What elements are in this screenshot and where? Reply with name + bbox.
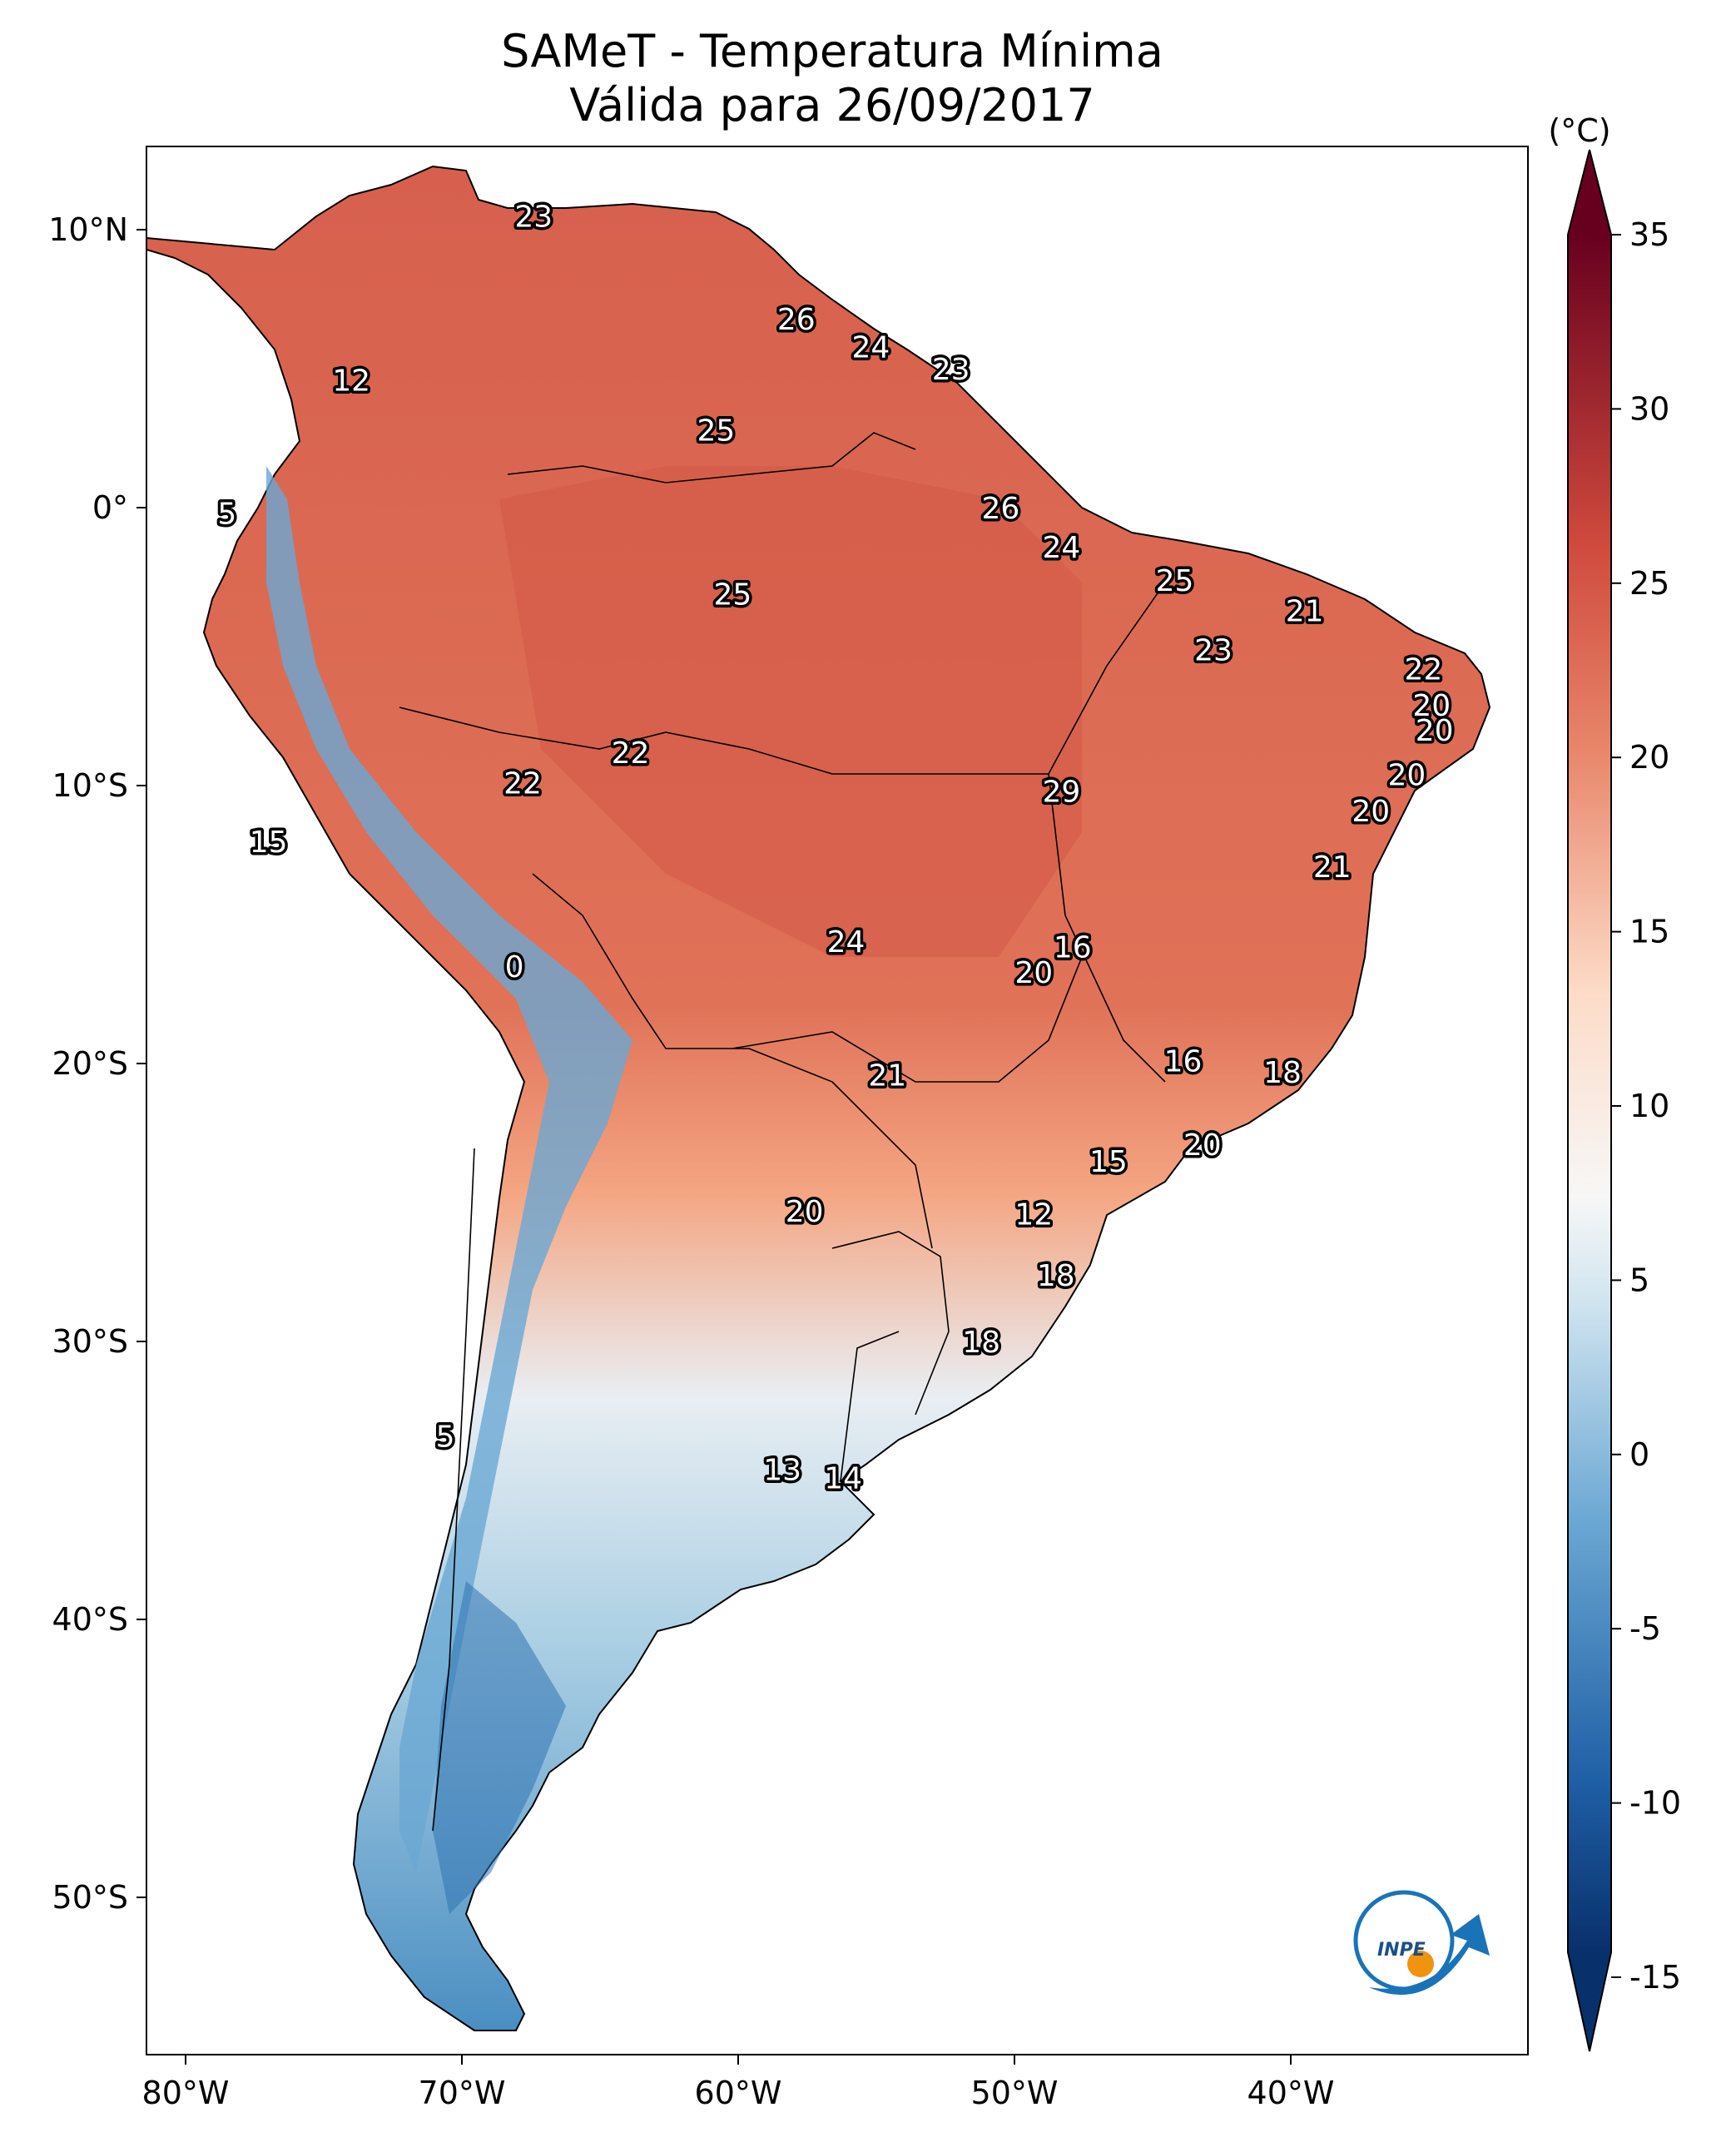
colorbar-tick-label: 35 <box>1629 216 1669 253</box>
lon-tick-label: 50°W <box>971 2075 1059 2111</box>
station-value-label: 15 <box>1089 1145 1128 1179</box>
station-value-label: 13 <box>763 1454 801 1488</box>
colorbar-tick-label: -10 <box>1629 1785 1681 1822</box>
map-title-line2: Válida para 26/09/2017 <box>569 79 1095 131</box>
station-value-label: 23 <box>514 200 553 234</box>
station-value-label: 25 <box>697 414 736 448</box>
colorbar-tick-label: 15 <box>1629 914 1669 950</box>
station-value-label: 15 <box>250 826 288 860</box>
colorbar-unit: (°C) <box>1548 112 1610 149</box>
latitude-ticks: 10°N 0° 10°S 20°S 30°S 40°S 50°S <box>48 211 146 1916</box>
lat-tick-label: 10°S <box>52 767 128 804</box>
colorbar-tick-label: 0 <box>1629 1436 1649 1473</box>
station-value-label: 29 <box>1043 776 1081 810</box>
andes-cold-band <box>266 466 632 1872</box>
lon-tick-label: 60°W <box>695 2075 782 2111</box>
colorbar-tick-label: 30 <box>1629 390 1669 427</box>
station-value-label: 16 <box>1164 1045 1203 1079</box>
station-value-label: 24 <box>827 925 866 959</box>
south-america-landmass <box>146 165 1491 2031</box>
station-value-label: 21 <box>1313 850 1352 885</box>
map-axes-frame <box>146 146 1529 2055</box>
lat-tick-label: 40°S <box>52 1601 128 1638</box>
inpe-logo: INPE <box>1353 1890 1490 1996</box>
station-value-label: 20 <box>1388 759 1426 793</box>
station-value-label: 20 <box>786 1195 824 1229</box>
station-value-label: 20 <box>1183 1128 1222 1163</box>
station-value-label: 22 <box>612 736 650 771</box>
warm-core-region <box>499 466 1082 957</box>
station-value-label: 20 <box>1352 795 1390 829</box>
colorbar: (°C) 35 30 25 20 15 10 5 0 -5 -10 -15 <box>1548 112 1681 2052</box>
station-value-label: 18 <box>1263 1056 1302 1090</box>
station-value-label: 0 <box>505 950 524 984</box>
station-value-label: 25 <box>1156 564 1194 598</box>
station-value-label: 5 <box>436 1421 455 1455</box>
country-borders <box>399 432 1166 1832</box>
colorbar-tick-label: 25 <box>1629 565 1669 602</box>
station-value-label: 18 <box>962 1326 1000 1360</box>
station-value-label: 14 <box>824 1462 862 1496</box>
station-value-label: 12 <box>1014 1197 1053 1232</box>
station-value-label: 16 <box>1054 931 1092 965</box>
lat-tick-label: 10°N <box>48 211 128 248</box>
station-value-label: 5 <box>217 498 236 532</box>
colorbar-tick-label: 10 <box>1629 1088 1669 1124</box>
station-value-label: 23 <box>1194 633 1233 667</box>
colorbar-bar <box>1568 235 1611 1952</box>
station-value-label: 20 <box>1416 714 1454 748</box>
lon-tick-label: 80°W <box>142 2075 230 2111</box>
station-value-label: 18 <box>1037 1259 1075 1293</box>
colorbar-tick-label: -15 <box>1629 1959 1681 1996</box>
station-value-label: 22 <box>503 767 542 801</box>
station-value-label: 20 <box>1412 689 1451 723</box>
station-value-label: 12 <box>332 364 370 398</box>
lat-tick-label: 20°S <box>52 1045 128 1082</box>
lon-tick-label: 40°W <box>1247 2075 1335 2111</box>
lat-tick-label: 0° <box>92 489 128 526</box>
station-value-label: 22 <box>1404 653 1442 687</box>
station-value-label: 26 <box>777 303 816 337</box>
colorbar-upper-extend <box>1568 150 1611 235</box>
patagonia-cold-core <box>433 1581 566 1914</box>
station-value-label: 24 <box>851 330 890 364</box>
station-value-label: 24 <box>1043 531 1081 565</box>
lat-tick-label: 50°S <box>52 1879 128 1916</box>
station-value-label: 20 <box>1014 956 1053 990</box>
station-value-label: 21 <box>868 1059 906 1093</box>
colorbar-tick-label: -5 <box>1629 1610 1661 1647</box>
station-value-label: 23 <box>932 353 970 387</box>
station-value-label: 21 <box>1286 595 1324 629</box>
map-title-line1: SAMeT - Temperatura Mínima <box>501 25 1163 77</box>
longitude-ticks: 80°W 70°W 60°W 50°W 40°W <box>142 2055 1335 2111</box>
lat-tick-label: 30°S <box>52 1323 128 1360</box>
colorbar-lower-extend <box>1568 1952 1611 2051</box>
colorbar-tick-label: 20 <box>1629 739 1669 776</box>
colorbar-ticks: 35 30 25 20 15 10 5 0 -5 -10 -15 <box>1611 216 1681 1996</box>
colorbar-tick-label: 5 <box>1629 1262 1649 1298</box>
station-value-label: 25 <box>713 578 751 612</box>
lon-tick-label: 70°W <box>419 2075 506 2111</box>
station-value-label: 26 <box>981 492 1019 526</box>
inpe-logo-text: INPE <box>1377 1940 1426 1961</box>
